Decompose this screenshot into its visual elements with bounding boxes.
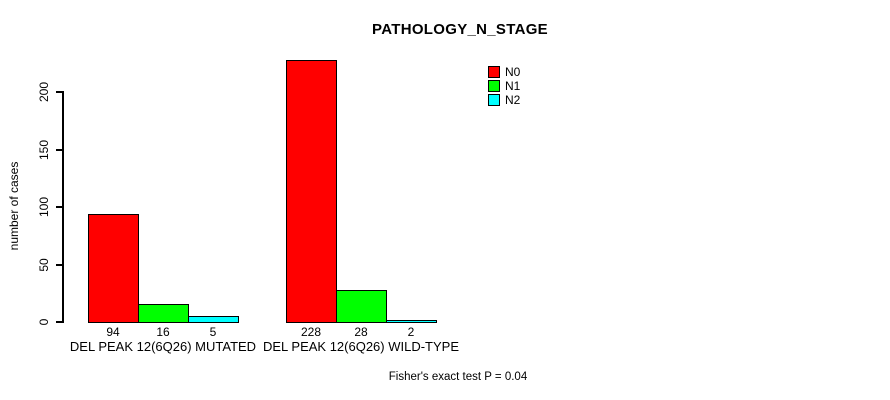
y-tick-label: 0 xyxy=(37,318,51,326)
y-tick-label: 200 xyxy=(37,81,51,103)
y-axis-title: number of cases xyxy=(7,161,21,251)
bar-value-label: 28 xyxy=(354,325,368,339)
y-tick-mark xyxy=(56,206,64,208)
y-tick-mark xyxy=(56,91,64,93)
bar-n1 xyxy=(138,304,189,323)
bar-n2 xyxy=(188,316,239,323)
category-label: DEL PEAK 12(6Q26) WILD-TYPE xyxy=(262,339,460,354)
legend-swatch-n2 xyxy=(488,94,500,106)
annotation-pvalue: Fisher's exact test P = 0.04 xyxy=(388,371,528,383)
y-tick-mark xyxy=(56,148,64,151)
bar-n0 xyxy=(88,214,139,323)
bar-value-label: 94 xyxy=(106,325,120,339)
bar-n2 xyxy=(386,320,437,323)
y-tick-mark xyxy=(56,263,64,266)
legend-row: N1 xyxy=(488,79,520,93)
legend-row: N0 xyxy=(488,65,520,79)
chart-title: PATHOLOGY_N_STAGE xyxy=(372,21,548,38)
bar-value-label: 2 xyxy=(407,325,415,339)
legend-label: N2 xyxy=(505,93,521,107)
legend-row: N2 xyxy=(488,93,520,107)
category-label: DEL PEAK 12(6Q26) MUTATED xyxy=(69,339,257,354)
legend-label: N1 xyxy=(505,79,521,93)
bar-n1 xyxy=(336,290,387,323)
bar-value-label: 5 xyxy=(209,325,217,339)
legend: N0 N1 N2 xyxy=(488,65,520,107)
y-tick-label: 100 xyxy=(37,196,51,218)
bar-value-label: 16 xyxy=(156,325,170,339)
y-tick-mark xyxy=(56,321,64,323)
legend-label: N0 xyxy=(505,65,521,79)
y-tick-label: 50 xyxy=(37,257,51,272)
legend-swatch-n0 xyxy=(488,66,500,78)
legend-swatch-n1 xyxy=(488,80,500,92)
bar-value-label: 228 xyxy=(300,325,322,339)
y-tick-label: 150 xyxy=(37,139,51,160)
bar-n0 xyxy=(286,60,337,323)
